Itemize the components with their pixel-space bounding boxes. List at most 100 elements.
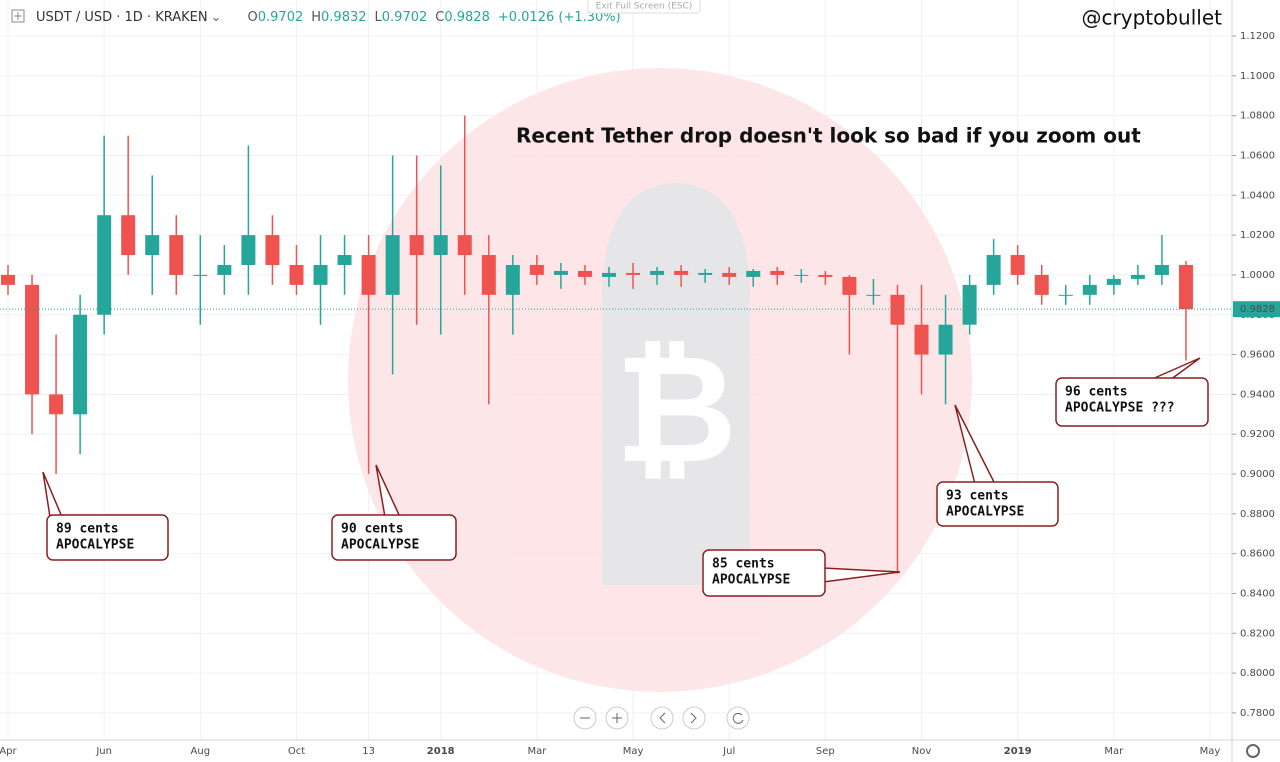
toolbar [573, 706, 750, 730]
callout-text: APOCALYPSE [712, 573, 790, 588]
candle-body [481, 255, 496, 295]
y-tick-label: 0.8000 [1240, 668, 1275, 679]
watermark: @cryptobullet [1082, 6, 1223, 30]
watermark-logo: ₿ [348, 68, 972, 692]
callout-text: 96 cents [1065, 385, 1128, 400]
x-tick-label: Oct [288, 746, 305, 757]
candle-body [890, 294, 905, 325]
x-tick-label: Nov [912, 746, 932, 757]
candle-body [145, 235, 160, 256]
symbol-caret: ⌄ [211, 10, 222, 25]
logo-bullet [602, 183, 750, 585]
symbol-icon[interactable] [11, 9, 25, 23]
candle-body [962, 284, 977, 325]
y-tick-label: 0.9600 [1240, 350, 1275, 361]
y-tick-label: 0.9200 [1240, 429, 1275, 440]
callout-box [46, 514, 169, 561]
candle-body [1106, 278, 1121, 285]
y-tick-label: 0.9000 [1240, 469, 1275, 480]
callout-text: 89 cents [56, 522, 119, 537]
y-tick-label: 1.0200 [1240, 230, 1275, 241]
candle-body [914, 324, 929, 355]
candle-body [193, 274, 208, 276]
x-tick-label: 2019 [1004, 746, 1032, 757]
callout-text: 93 cents [946, 489, 1009, 504]
callout-text: APOCALYPSE [946, 505, 1024, 520]
ohlc-value: 0.9828 [444, 10, 490, 25]
y-tick-label: 1.0800 [1240, 111, 1275, 122]
candle-body [577, 270, 592, 277]
ohlc-value: 0.9702 [382, 10, 428, 25]
candle-body [553, 270, 568, 275]
x-tick-label: May [623, 746, 644, 757]
candle-body [409, 235, 424, 256]
candle-body [457, 235, 472, 256]
x-tick-label: 13 [362, 746, 375, 757]
candle-body [1178, 264, 1193, 310]
candle-body [626, 272, 641, 275]
candle-body [505, 264, 520, 295]
chart-title: Recent Tether drop doesn't look so bad i… [516, 124, 1141, 148]
logo-symbol: ₿ [615, 323, 737, 497]
x-tick-label: Jul [722, 746, 735, 757]
y-tick-label: 1.0400 [1240, 190, 1275, 201]
candle-body [770, 270, 785, 275]
last-price-label: 0.9828 [1240, 304, 1275, 315]
exit-box[interactable] [587, 0, 701, 14]
candle-body [746, 270, 761, 277]
x-tick-label: Mar [527, 746, 547, 757]
candle-body [73, 314, 88, 415]
candle-body [1058, 294, 1073, 296]
y-tick-label: 1.1000 [1240, 71, 1275, 82]
candle-body [313, 264, 328, 285]
scroll-left[interactable] [650, 706, 674, 730]
settings-icon[interactable] [1246, 744, 1260, 758]
candle-body [1154, 264, 1169, 275]
y-tick-label: 1.0600 [1240, 150, 1275, 161]
candle-body [986, 255, 1001, 285]
x-tick-label: Sep [816, 746, 835, 757]
candle-body [433, 235, 448, 256]
candle-body [25, 284, 40, 395]
candle-body [650, 270, 665, 275]
y-tick-label: 0.9400 [1240, 389, 1275, 400]
callout-text: APOCALYPSE ??? [1065, 401, 1175, 416]
y-tick-label: 0.8400 [1240, 588, 1275, 599]
candle-body [361, 255, 376, 295]
ohlc-label: C [435, 10, 444, 25]
x-tick-label: May [1200, 746, 1221, 757]
callout-text: APOCALYPSE [341, 538, 419, 553]
x-tick-label: Apr [0, 746, 18, 757]
callout-box [1055, 377, 1209, 427]
ohlc-label: L [375, 10, 383, 25]
callout-box [331, 514, 457, 561]
candle-body [289, 264, 304, 285]
candle-body [722, 272, 737, 277]
candle-body [1034, 274, 1049, 295]
reset[interactable] [726, 706, 750, 730]
y-tick-label: 0.8800 [1240, 509, 1275, 520]
y-tick-label: 0.8600 [1240, 549, 1275, 560]
candle-body [529, 264, 544, 275]
scroll-right[interactable] [682, 706, 706, 730]
candle-body [1, 274, 15, 285]
candle-body [121, 215, 136, 256]
candle-body [49, 394, 64, 415]
x-tick-label: Jun [95, 746, 112, 757]
candle-body [169, 235, 184, 275]
candle-body [698, 272, 713, 275]
last-price-box [1233, 301, 1280, 318]
candle-body [1082, 284, 1097, 295]
candle-body [938, 324, 953, 355]
y-tick-label: 0.7800 [1240, 708, 1275, 719]
y-tick-label: 0.8200 [1240, 628, 1275, 639]
toolbar-glyphs [580, 712, 744, 724]
candle-body [818, 274, 833, 277]
candle-body [674, 270, 689, 275]
candle-body [265, 235, 280, 265]
callout-box [702, 549, 826, 597]
candle-body [97, 215, 112, 315]
y-tick-label: 1.0000 [1240, 270, 1275, 281]
candle-body [602, 272, 616, 277]
